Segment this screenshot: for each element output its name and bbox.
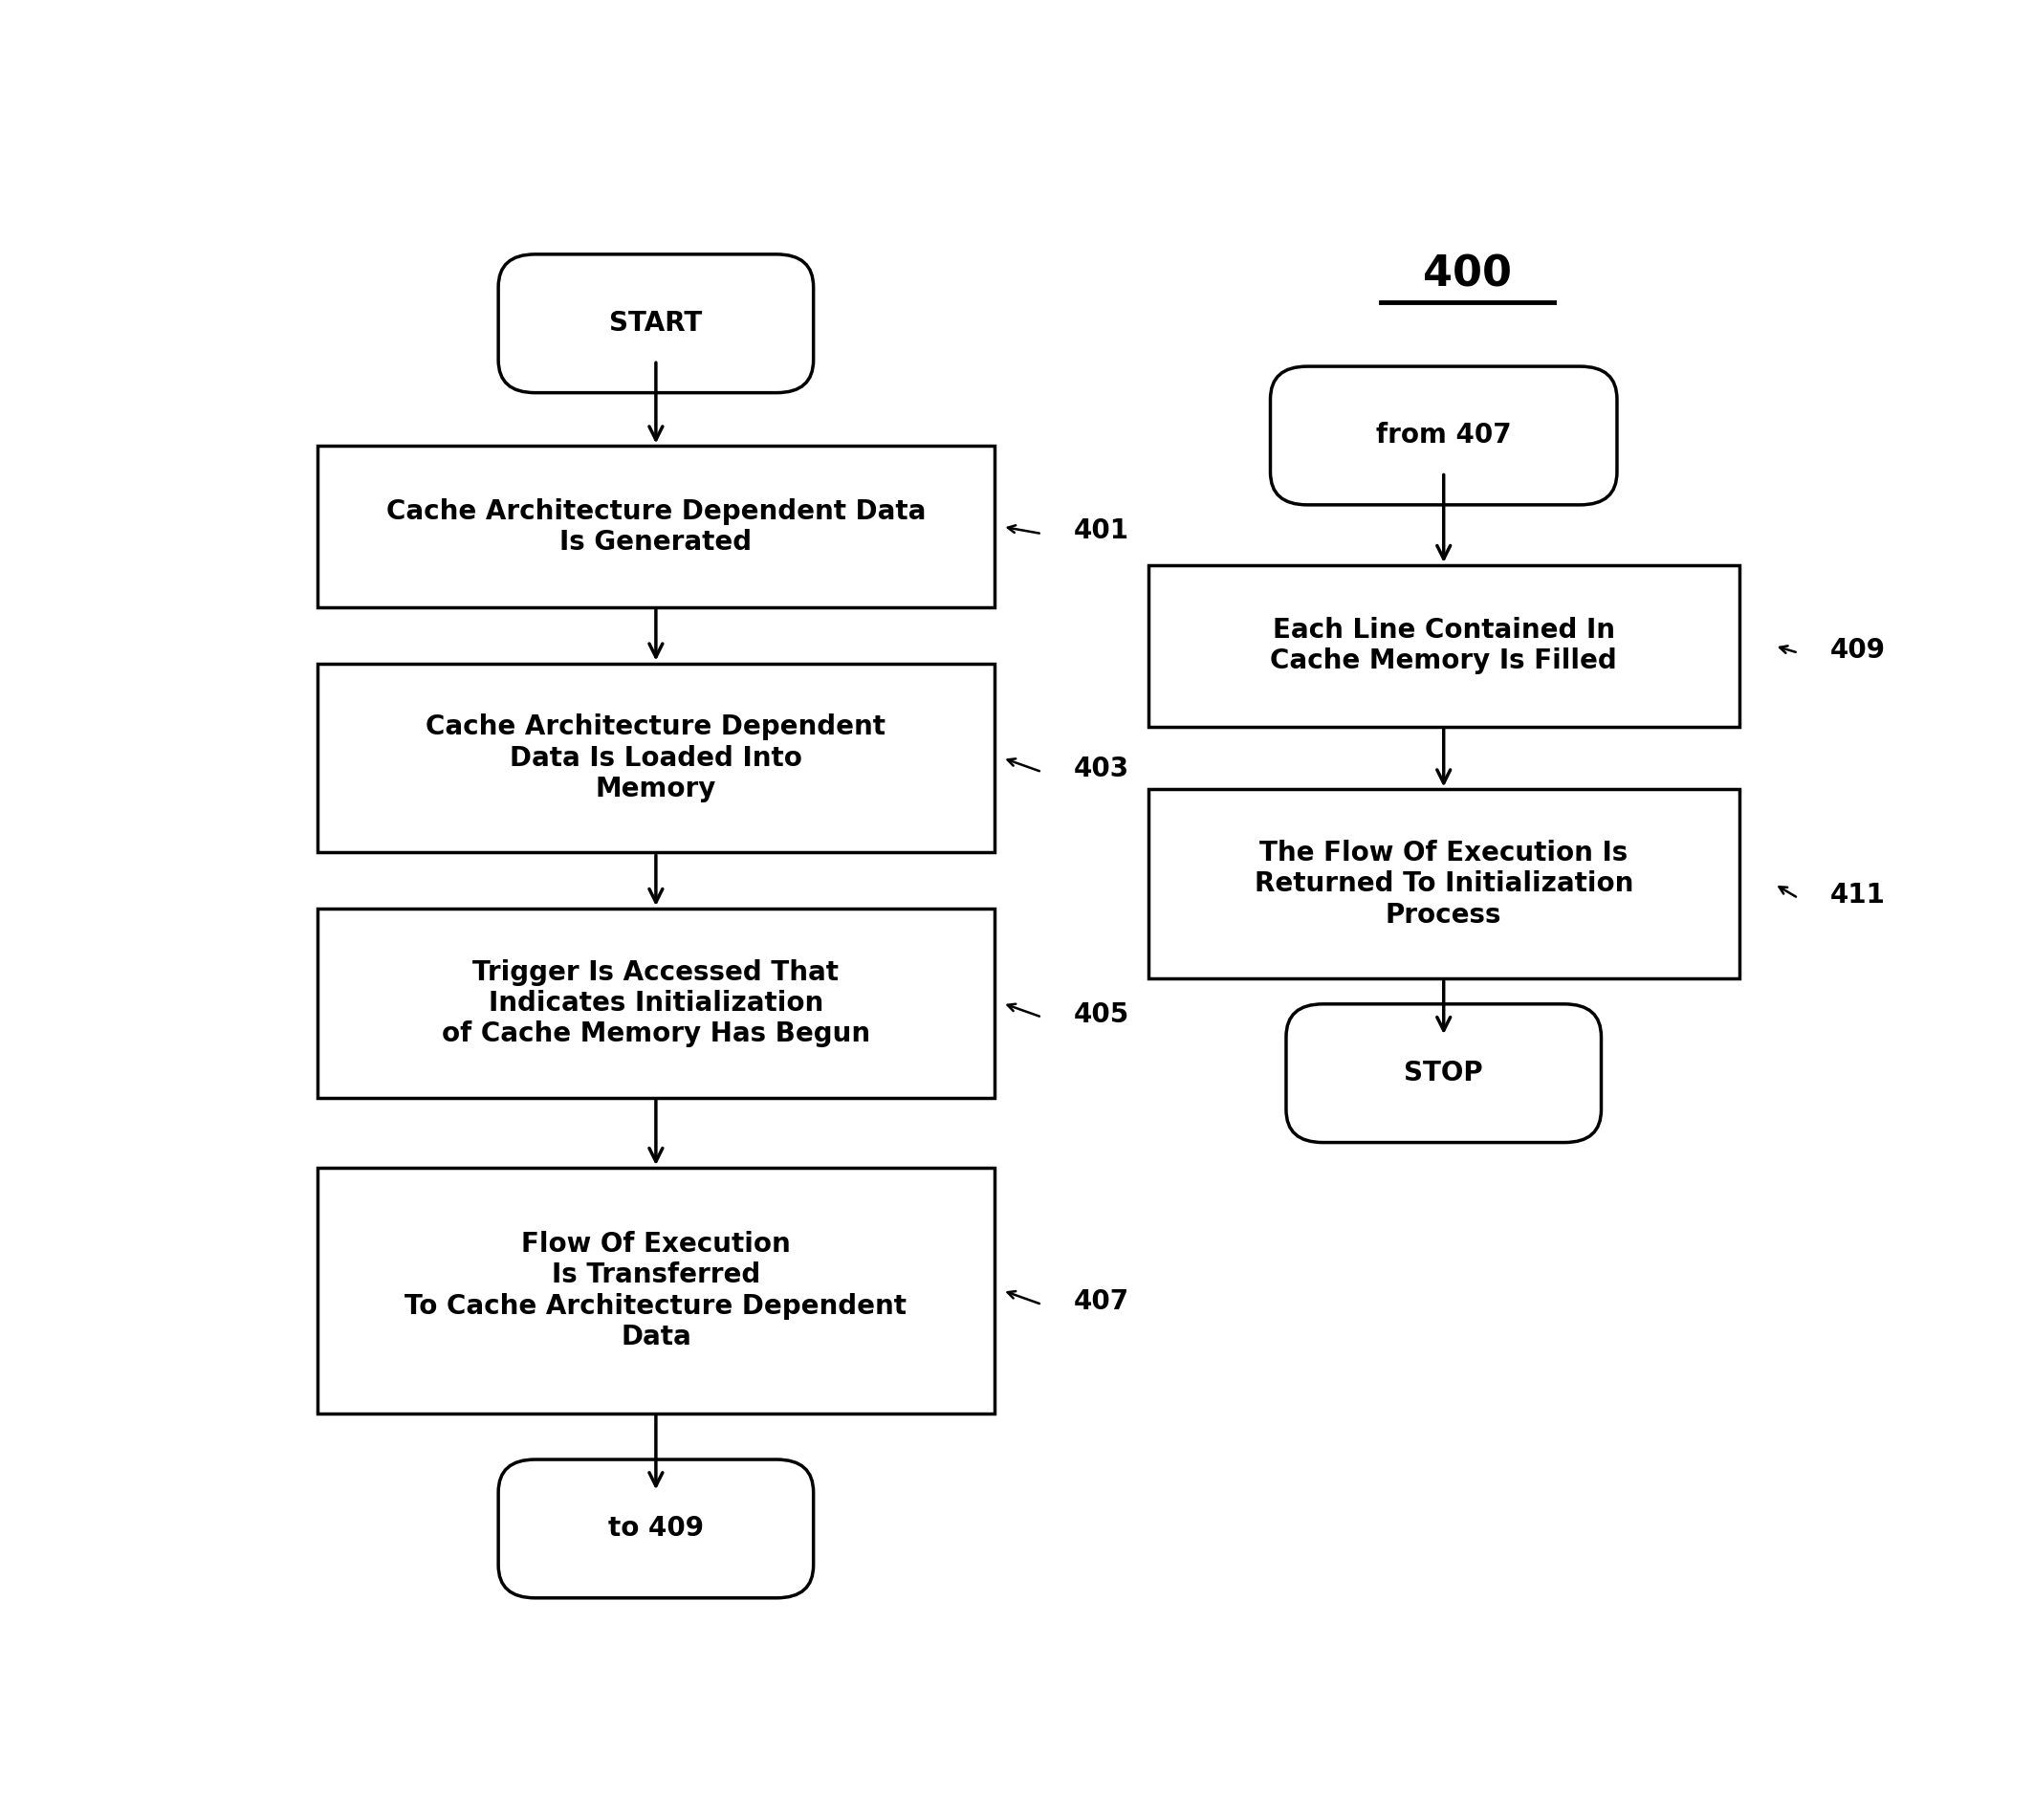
Text: 411: 411 xyxy=(1830,883,1885,908)
FancyBboxPatch shape xyxy=(1149,566,1738,726)
Text: 409: 409 xyxy=(1830,637,1885,664)
Text: STOP: STOP xyxy=(1405,1059,1484,1087)
Text: Flow Of Execution
Is Transferred
To Cache Architecture Dependent
Data: Flow Of Execution Is Transferred To Cach… xyxy=(405,1230,907,1350)
Text: Trigger Is Accessed That
Indicates Initialization
of Cache Memory Has Begun: Trigger Is Accessed That Indicates Initi… xyxy=(441,959,870,1048)
Text: 407: 407 xyxy=(1073,1289,1128,1316)
Text: 403: 403 xyxy=(1073,755,1128,783)
FancyBboxPatch shape xyxy=(317,446,994,608)
Text: from 407: from 407 xyxy=(1376,422,1511,450)
FancyBboxPatch shape xyxy=(317,1168,994,1412)
Text: The Flow Of Execution Is
Returned To Initialization
Process: The Flow Of Execution Is Returned To Ini… xyxy=(1254,839,1632,928)
FancyBboxPatch shape xyxy=(498,1460,813,1598)
Text: 400: 400 xyxy=(1423,255,1513,295)
Text: 405: 405 xyxy=(1073,1001,1128,1028)
Text: Cache Architecture Dependent
Data Is Loaded Into
Memory: Cache Architecture Dependent Data Is Loa… xyxy=(427,713,886,803)
FancyBboxPatch shape xyxy=(1149,790,1738,979)
FancyBboxPatch shape xyxy=(317,908,994,1097)
Text: Cache Architecture Dependent Data
Is Generated: Cache Architecture Dependent Data Is Gen… xyxy=(386,499,925,555)
FancyBboxPatch shape xyxy=(1287,1005,1602,1143)
Text: Each Line Contained In
Cache Memory Is Filled: Each Line Contained In Cache Memory Is F… xyxy=(1271,617,1616,675)
Text: START: START xyxy=(610,309,701,337)
Text: to 409: to 409 xyxy=(608,1516,703,1542)
Text: 401: 401 xyxy=(1073,517,1128,544)
FancyBboxPatch shape xyxy=(498,255,813,393)
FancyBboxPatch shape xyxy=(317,662,994,852)
FancyBboxPatch shape xyxy=(1271,366,1616,504)
